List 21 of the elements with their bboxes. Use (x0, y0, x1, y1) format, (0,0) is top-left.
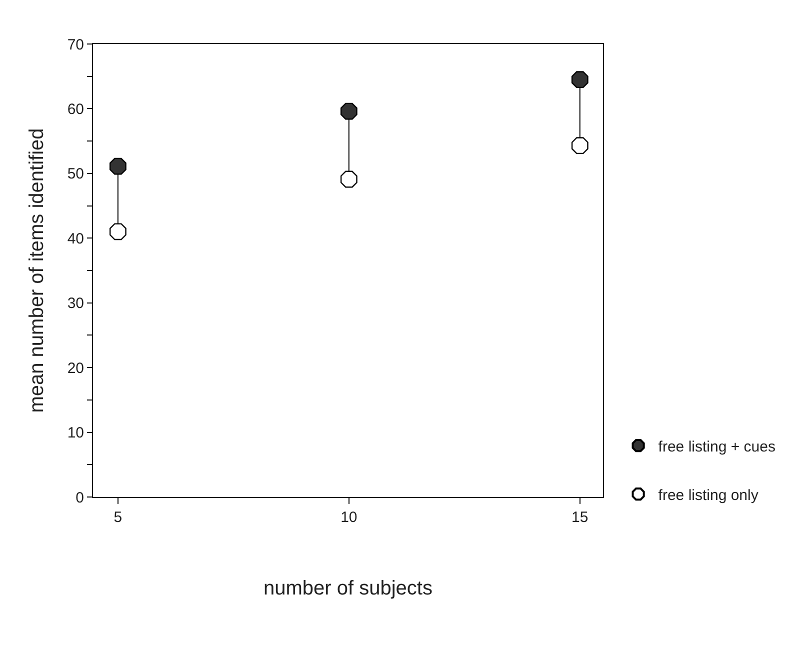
point (571, 71, 588, 88)
y-tick-label: 0 (76, 489, 84, 506)
legend-label: free listing + cues (658, 438, 776, 456)
y-tick-label: 70 (67, 36, 84, 54)
x-axis-title: number of subjects (264, 578, 432, 600)
x-tick-label: 15 (572, 509, 588, 526)
point (110, 223, 126, 240)
y-tick-label: 50 (67, 166, 84, 183)
y-tick-label: 60 (67, 100, 84, 118)
point (571, 137, 588, 154)
x-tick-label: 10 (340, 509, 358, 526)
x-tick-label: 5 (114, 509, 122, 526)
y-tick-label: 40 (67, 230, 84, 248)
point (340, 170, 358, 188)
point (110, 158, 126, 175)
point (340, 102, 358, 120)
y-tick-label: 30 (67, 295, 84, 312)
y-tick-label: 20 (67, 360, 84, 377)
y-axis-title: mean number of items identified (26, 128, 48, 413)
legend-label: free listing only (658, 486, 759, 504)
y-tick-label: 10 (67, 424, 84, 442)
